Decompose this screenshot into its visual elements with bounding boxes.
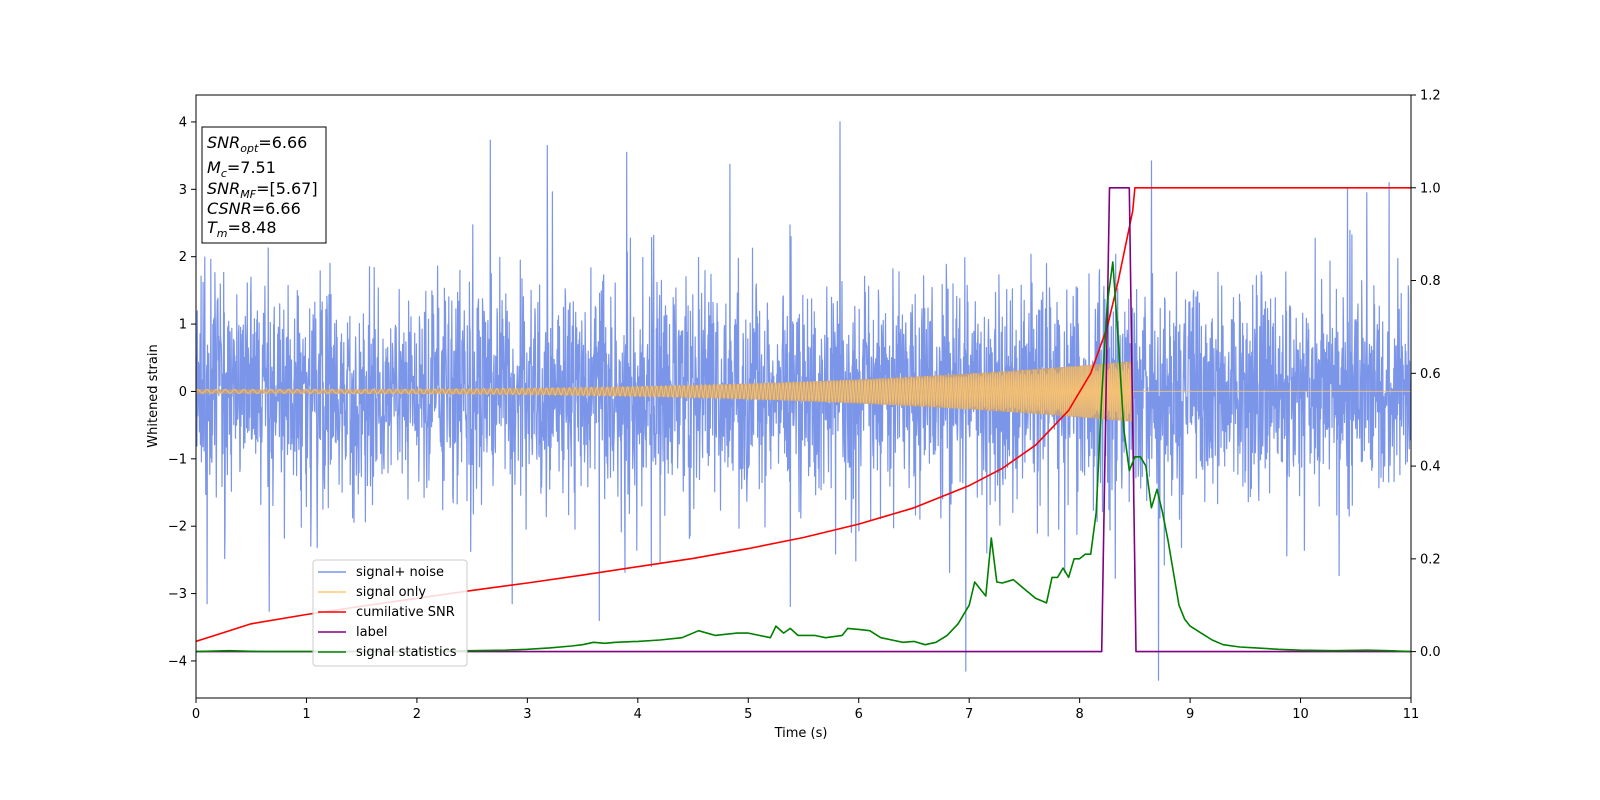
y-tick-label-right: 1.2 [1420, 89, 1441, 104]
x-tick-label: 11 [1403, 707, 1420, 722]
x-tick-label: 2 [413, 707, 421, 722]
y-tick-label-left: 1 [179, 318, 187, 333]
x-tick-label: 5 [744, 707, 752, 722]
info-snr-opt: SNRopt=6.66 [207, 133, 307, 155]
label-line [196, 187, 1411, 653]
svg-text:label: label [356, 625, 387, 640]
y-tick-label-left: 4 [179, 115, 187, 130]
y-tick-label-right: 0.2 [1420, 552, 1441, 567]
y-tick-label-left: −2 [168, 520, 187, 535]
legend-entry-signal-noise: signal+ noise [318, 565, 444, 580]
svg-text:signal statistics: signal statistics [356, 645, 457, 660]
series-signal-only [196, 361, 1411, 422]
info-csnr: CSNR=6.66 [207, 199, 301, 218]
noise-line [196, 121, 1411, 681]
x-tick-label: 9 [1186, 707, 1194, 722]
legend-entry-label: label [318, 625, 387, 640]
signal-statistics-line [196, 261, 1411, 653]
y-axis-right: 0.0 0.2 0.4 0.6 0.8 1.0 1.2 [1411, 89, 1441, 660]
x-tick-label: 7 [965, 707, 973, 722]
legend-entry-signal-only: signal only [318, 585, 426, 600]
y-tick-label-left: −3 [168, 587, 187, 602]
x-tick-label: 4 [634, 707, 642, 722]
info-box: SNRopt=6.66 Mc=7.51 SNRMF=[5.67] CSNR=6.… [201, 126, 327, 244]
y-tick-label-right: 0.8 [1420, 274, 1441, 289]
y-tick-label-left: −1 [168, 452, 187, 467]
x-tick-label: 1 [302, 707, 310, 722]
y-tick-label-left: 3 [179, 183, 187, 198]
x-axis-label: Time (s) [774, 726, 828, 741]
series-label [196, 187, 1411, 653]
y-tick-label-left: 2 [179, 250, 187, 265]
y-tick-label-right: 1.0 [1420, 181, 1441, 196]
legend-entry-signal-statistics: signal statistics [318, 645, 457, 660]
y-tick-label-left: −4 [168, 654, 187, 669]
y-axis-label: Whitened strain [146, 344, 161, 447]
legend: signal+ noise signal only cumilative SNR… [312, 559, 468, 667]
y-tick-label-left: 0 [179, 385, 187, 400]
signal-line [196, 361, 1411, 422]
svg-text:signal only: signal only [356, 585, 426, 600]
legend-entry-cumulative-snr: cumilative SNR [318, 605, 455, 620]
x-tick-label: 6 [855, 707, 863, 722]
series-signal-statistics [196, 261, 1411, 653]
x-tick-label: 0 [192, 707, 200, 722]
x-tick-label: 8 [1075, 707, 1083, 722]
series-signal-noise [196, 121, 1411, 681]
y-tick-label-right: 0.6 [1420, 367, 1441, 382]
svg-text:signal+ noise: signal+ noise [356, 565, 444, 580]
y-tick-label-right: 0.0 [1420, 645, 1441, 660]
x-axis: 0 1 2 3 4 5 6 7 8 9 10 11 [192, 698, 1419, 722]
x-tick-label: 10 [1292, 707, 1309, 722]
y-tick-label-right: 0.4 [1420, 460, 1441, 475]
x-tick-label: 3 [523, 707, 531, 722]
y-axis-left: −4 −3 −2 −1 0 1 2 3 4 [168, 115, 196, 669]
plot-frame [195, 94, 1412, 699]
info-tm: Tm=8.48 [207, 218, 277, 240]
info-mc: Mc=7.51 [207, 158, 276, 180]
info-snr-mf: SNRMF=[5.67] [207, 179, 318, 201]
svg-text:cumilative SNR: cumilative SNR [356, 605, 455, 620]
